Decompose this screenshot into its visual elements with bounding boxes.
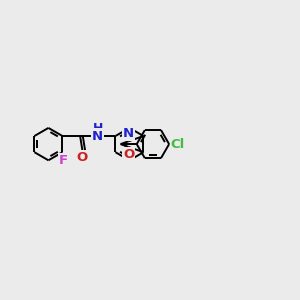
Text: O: O [77, 151, 88, 164]
Text: H: H [93, 122, 103, 135]
Text: F: F [59, 154, 68, 167]
Text: O: O [123, 148, 134, 161]
Text: N: N [92, 130, 103, 142]
Text: N: N [123, 127, 134, 140]
Text: Cl: Cl [171, 138, 185, 151]
